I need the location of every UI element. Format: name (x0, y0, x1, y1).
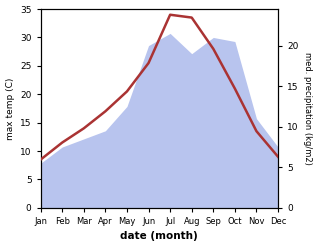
X-axis label: date (month): date (month) (121, 231, 198, 242)
Y-axis label: max temp (C): max temp (C) (5, 77, 15, 140)
Y-axis label: med. precipitation (kg/m2): med. precipitation (kg/m2) (303, 52, 313, 165)
